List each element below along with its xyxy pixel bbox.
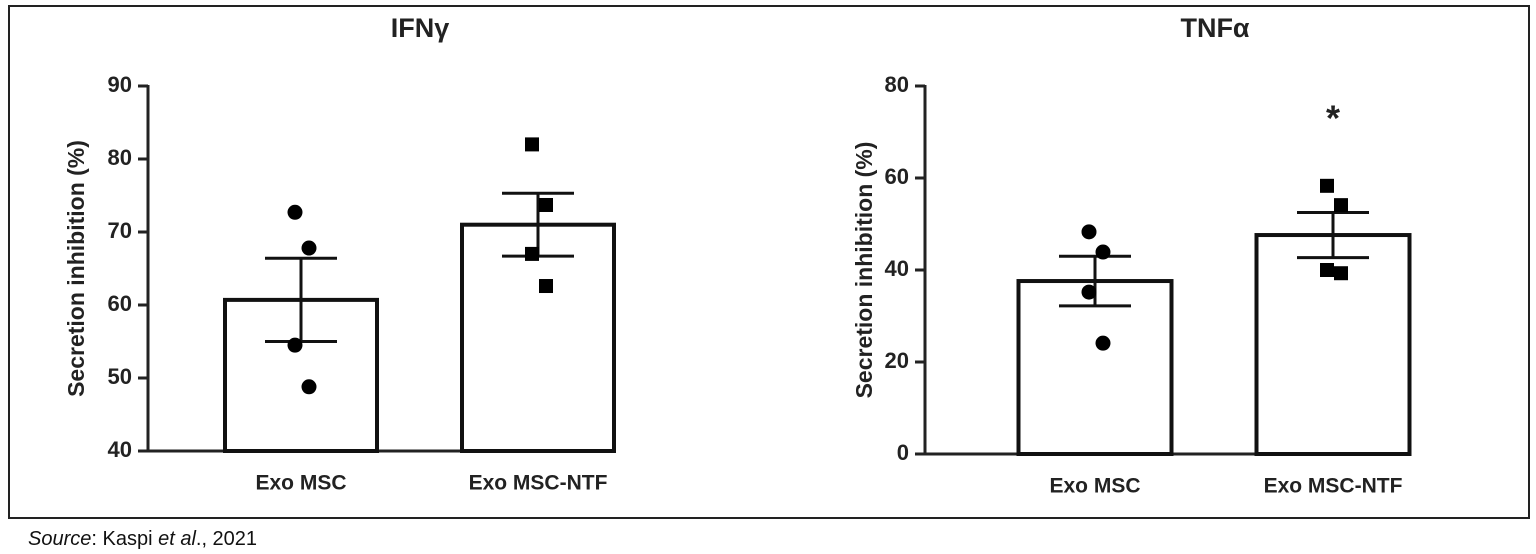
data-point [1334, 198, 1348, 213]
data-point [539, 279, 553, 294]
chart: IFNγ Secretion inhibition (%) 40 50 60 70 80 90… [63, 13, 1412, 498]
bar [223, 297, 379, 454]
x-tick-label: Exo MSC [1049, 475, 1140, 498]
source-label: Source [28, 528, 92, 550]
y-tick-label: 0 [897, 440, 909, 465]
data-point [1320, 178, 1334, 193]
data-point [525, 246, 539, 261]
x-tick-label: Exo MSC [255, 472, 346, 495]
y-tick-label: 80 [108, 145, 132, 170]
y-tick-label: 20 [885, 348, 909, 373]
data-point [1081, 224, 1097, 240]
chart-title: IFNγ [391, 13, 450, 43]
data-point [287, 337, 303, 353]
y-tick-label: 40 [885, 256, 909, 281]
y-axis-label: Secretion inhibition (%) [63, 140, 89, 397]
y-tick-label: 40 [108, 437, 132, 462]
source-year: ., 2021 [195, 528, 258, 550]
y-axis-label: Secretion inhibition (%) [851, 142, 877, 399]
figure-frame [8, 5, 1530, 519]
data-point [301, 379, 317, 395]
y-tick-label: 60 [885, 164, 909, 189]
data-point [1320, 263, 1334, 277]
data-point [1095, 335, 1111, 351]
x-tick-label: Exo MSC-NTF [1264, 475, 1403, 498]
data-point [525, 137, 539, 152]
significance-marker: * [1326, 98, 1340, 139]
chart-title: TNFα [1180, 13, 1249, 43]
data-point [1095, 244, 1111, 260]
x-tick-label: Exo MSC-NTF [469, 472, 608, 495]
data-point [1334, 266, 1348, 281]
y-tick-label: 90 [108, 72, 132, 97]
y-tick-label: 70 [108, 218, 132, 243]
data-point [287, 204, 303, 220]
data-point [1081, 284, 1097, 300]
source-etal: et al [158, 528, 196, 550]
source-note: Source: Kaspi et al., 2021 [28, 528, 257, 551]
y-tick-label: 80 [885, 72, 909, 97]
data-point [301, 240, 317, 256]
data-point [539, 197, 553, 212]
y-tick-label: 60 [108, 291, 132, 316]
y-tick-label: 50 [108, 364, 132, 389]
bar [460, 222, 616, 453]
source-author: : Kaspi [91, 528, 159, 550]
